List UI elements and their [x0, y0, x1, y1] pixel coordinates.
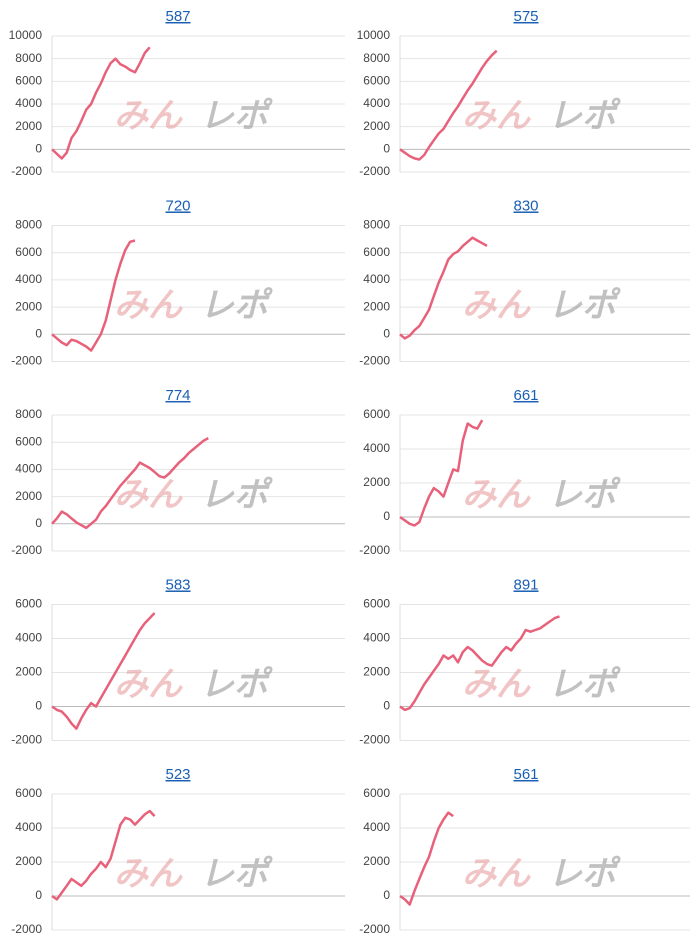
y-tick-label: 8000	[15, 51, 42, 65]
y-tick-label: 4000	[363, 820, 390, 834]
y-tick-label: -2000	[11, 922, 42, 936]
line-series	[399, 811, 454, 906]
y-tick-label: 4000	[363, 441, 390, 455]
chart-title[interactable]: 575	[513, 8, 538, 25]
chart-title[interactable]: 830	[513, 197, 538, 214]
watermark: みん	[114, 286, 183, 324]
y-tick-label: -2000	[11, 543, 42, 557]
y-tick-label: 4000	[15, 96, 42, 110]
y-tick-label: 2000	[15, 489, 42, 503]
line-series	[399, 236, 488, 340]
watermark: みん	[114, 855, 183, 893]
y-tick-label: 2000	[15, 299, 42, 313]
watermark: みん	[462, 855, 531, 893]
chart-title[interactable]: 583	[165, 576, 190, 593]
y-tick-label: -2000	[359, 164, 390, 178]
chart-title[interactable]: 891	[513, 576, 538, 593]
y-tick-label: 6000	[363, 597, 390, 611]
y-tick-label: -2000	[359, 922, 390, 936]
y-tick-label: 2000	[15, 854, 42, 868]
y-tick-label: 0	[35, 516, 42, 530]
line-series	[399, 419, 484, 527]
watermark: みん	[114, 665, 183, 703]
y-tick-label: 6000	[363, 245, 390, 259]
watermark: みん	[114, 97, 183, 135]
y-tick-label: 8000	[363, 51, 390, 65]
watermark: レポ	[200, 286, 273, 324]
y-tick-label: 4000	[15, 631, 42, 645]
y-tick-label: 2000	[15, 665, 42, 679]
y-tick-label: 0	[383, 699, 390, 713]
line-series	[399, 615, 560, 712]
watermark: みん	[462, 286, 531, 324]
chart-title[interactable]: 774	[165, 387, 190, 404]
y-tick-label: 8000	[15, 407, 42, 421]
watermark: みん	[462, 665, 531, 703]
y-tick-label: 10000	[9, 28, 43, 42]
y-tick-label: 8000	[15, 218, 42, 232]
watermark: レポ	[548, 286, 621, 324]
y-tick-label: 2000	[363, 119, 390, 133]
chart-title[interactable]: 523	[165, 766, 190, 783]
y-tick-label: 4000	[15, 272, 42, 286]
y-tick-label: 2000	[363, 665, 390, 679]
watermark: レポ	[548, 855, 621, 893]
y-tick-label: -2000	[359, 733, 390, 747]
watermark: みん	[114, 476, 183, 514]
y-tick-label: 2000	[363, 475, 390, 489]
y-tick-label: -2000	[11, 164, 42, 178]
y-tick-label: 0	[35, 142, 42, 156]
chart-title[interactable]: 561	[513, 766, 538, 783]
y-tick-label: 6000	[15, 786, 42, 800]
y-tick-label: 0	[383, 142, 390, 156]
y-tick-label: 6000	[363, 407, 390, 421]
line-series	[51, 239, 136, 352]
y-tick-label: 4000	[363, 272, 390, 286]
watermark: レポ	[200, 97, 273, 135]
y-tick-label: 6000	[15, 597, 42, 611]
watermark: レポ	[548, 97, 621, 135]
y-tick-label: 2000	[363, 854, 390, 868]
y-tick-label: -2000	[359, 354, 390, 368]
y-tick-label: 4000	[363, 631, 390, 645]
line-series	[51, 437, 209, 530]
y-tick-label: 6000	[363, 74, 390, 88]
y-tick-label: 4000	[15, 820, 42, 834]
line-series	[51, 809, 156, 901]
watermark: みん	[462, 97, 531, 135]
y-tick-label: -2000	[11, 733, 42, 747]
line-series	[51, 46, 151, 160]
y-tick-label: 8000	[363, 218, 390, 232]
y-tick-label: 6000	[15, 434, 42, 448]
chart-title[interactable]: 661	[513, 387, 538, 404]
y-tick-label: 4000	[15, 462, 42, 476]
y-tick-label: 0	[35, 888, 42, 902]
y-tick-label: 6000	[15, 74, 42, 88]
y-tick-label: -2000	[359, 543, 390, 557]
line-series	[399, 49, 498, 161]
y-tick-label: 4000	[363, 96, 390, 110]
y-tick-label: 0	[35, 699, 42, 713]
watermark: レポ	[200, 665, 273, 703]
y-tick-label: 0	[383, 888, 390, 902]
chart-title[interactable]: 720	[165, 197, 190, 214]
watermark: レポ	[200, 855, 273, 893]
chart-title[interactable]: 587	[165, 8, 190, 25]
y-tick-label: 0	[383, 326, 390, 340]
y-tick-label: 6000	[363, 786, 390, 800]
y-tick-label: 2000	[363, 299, 390, 313]
y-tick-label: -2000	[11, 354, 42, 368]
line-series	[51, 612, 156, 730]
watermark: レポ	[548, 476, 621, 514]
watermark: レポ	[548, 665, 621, 703]
y-tick-label: 6000	[15, 245, 42, 259]
y-tick-label: 0	[383, 509, 390, 523]
y-tick-label: 10000	[357, 28, 391, 42]
y-tick-label: 2000	[15, 119, 42, 133]
watermark: レポ	[200, 476, 273, 514]
watermark: みん	[462, 476, 531, 514]
y-tick-label: 0	[35, 326, 42, 340]
